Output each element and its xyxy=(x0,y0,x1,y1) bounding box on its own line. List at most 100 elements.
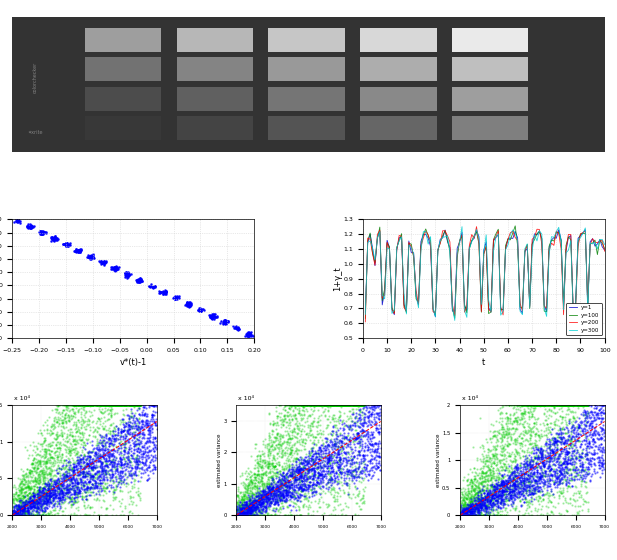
Point xyxy=(489,479,499,488)
Point xyxy=(280,459,289,468)
Point xyxy=(66,400,76,409)
Point xyxy=(323,470,333,479)
Point xyxy=(321,400,331,409)
Point xyxy=(312,400,322,409)
Point xyxy=(66,474,76,483)
Point xyxy=(320,457,329,466)
Point xyxy=(550,450,560,459)
Point xyxy=(96,472,106,481)
Point xyxy=(571,483,581,492)
Point xyxy=(485,497,495,506)
y=200 xyxy=(601,248,608,255)
Point xyxy=(96,256,106,265)
Point xyxy=(45,485,55,494)
Point xyxy=(243,507,253,516)
Point xyxy=(484,511,494,520)
Point xyxy=(374,456,384,465)
Point xyxy=(242,509,252,518)
Point xyxy=(239,501,249,510)
Point xyxy=(90,469,100,478)
Point xyxy=(494,490,503,499)
Point xyxy=(497,496,507,505)
Point xyxy=(92,417,102,426)
Point xyxy=(488,445,498,454)
Point xyxy=(310,467,320,476)
Point xyxy=(470,498,480,507)
Point xyxy=(43,494,52,503)
Point xyxy=(99,400,109,409)
Point xyxy=(242,511,252,520)
Point xyxy=(494,493,504,502)
Point xyxy=(50,233,60,242)
Point xyxy=(93,457,102,466)
Point xyxy=(359,417,369,426)
Point xyxy=(274,461,284,470)
Point xyxy=(123,272,133,281)
Point xyxy=(337,400,347,409)
Point xyxy=(583,428,593,437)
Point xyxy=(80,441,90,450)
Point xyxy=(54,463,64,472)
Point xyxy=(17,511,27,520)
Point xyxy=(83,415,93,424)
Point xyxy=(23,220,33,228)
Point xyxy=(291,400,301,409)
Point xyxy=(268,417,278,426)
Point xyxy=(341,452,351,461)
Point xyxy=(344,400,354,409)
Point xyxy=(532,492,542,501)
Point xyxy=(467,511,477,520)
Point xyxy=(476,469,486,478)
Point xyxy=(530,454,540,463)
Point xyxy=(83,449,93,458)
Point xyxy=(583,400,593,409)
Point xyxy=(286,477,296,486)
Point xyxy=(59,240,69,249)
Point xyxy=(359,417,369,426)
Point xyxy=(107,263,117,272)
Point xyxy=(246,510,256,519)
Point xyxy=(231,510,241,519)
Point xyxy=(233,501,243,510)
Point xyxy=(344,400,354,409)
Point xyxy=(510,489,520,498)
Point xyxy=(115,471,125,480)
Point xyxy=(149,282,159,291)
Point xyxy=(231,511,241,520)
Point xyxy=(583,464,593,473)
Point xyxy=(25,504,35,513)
Point xyxy=(536,400,545,409)
Point xyxy=(347,400,357,409)
Point xyxy=(568,455,578,464)
Point xyxy=(34,494,44,503)
Point xyxy=(497,486,507,494)
Point xyxy=(517,433,527,442)
Point xyxy=(144,423,154,432)
Point xyxy=(133,423,143,432)
Point xyxy=(64,482,74,491)
Point xyxy=(306,400,316,409)
Point xyxy=(84,251,94,260)
Point xyxy=(68,482,78,491)
Point xyxy=(67,400,77,409)
Point xyxy=(32,489,42,498)
Point xyxy=(466,482,476,491)
Point xyxy=(133,444,143,452)
Point xyxy=(110,264,120,273)
Point xyxy=(546,407,556,416)
Point xyxy=(12,497,22,506)
Point xyxy=(315,475,325,484)
Point xyxy=(278,465,288,474)
Point xyxy=(490,427,500,436)
Point xyxy=(516,472,526,481)
Point xyxy=(72,427,81,436)
Point xyxy=(540,400,550,409)
Point xyxy=(84,417,94,426)
Point xyxy=(339,400,349,409)
Point xyxy=(145,437,155,446)
Point xyxy=(284,431,294,440)
Point xyxy=(245,502,255,511)
Point xyxy=(323,449,333,458)
Point xyxy=(523,461,532,470)
Point xyxy=(52,460,62,469)
